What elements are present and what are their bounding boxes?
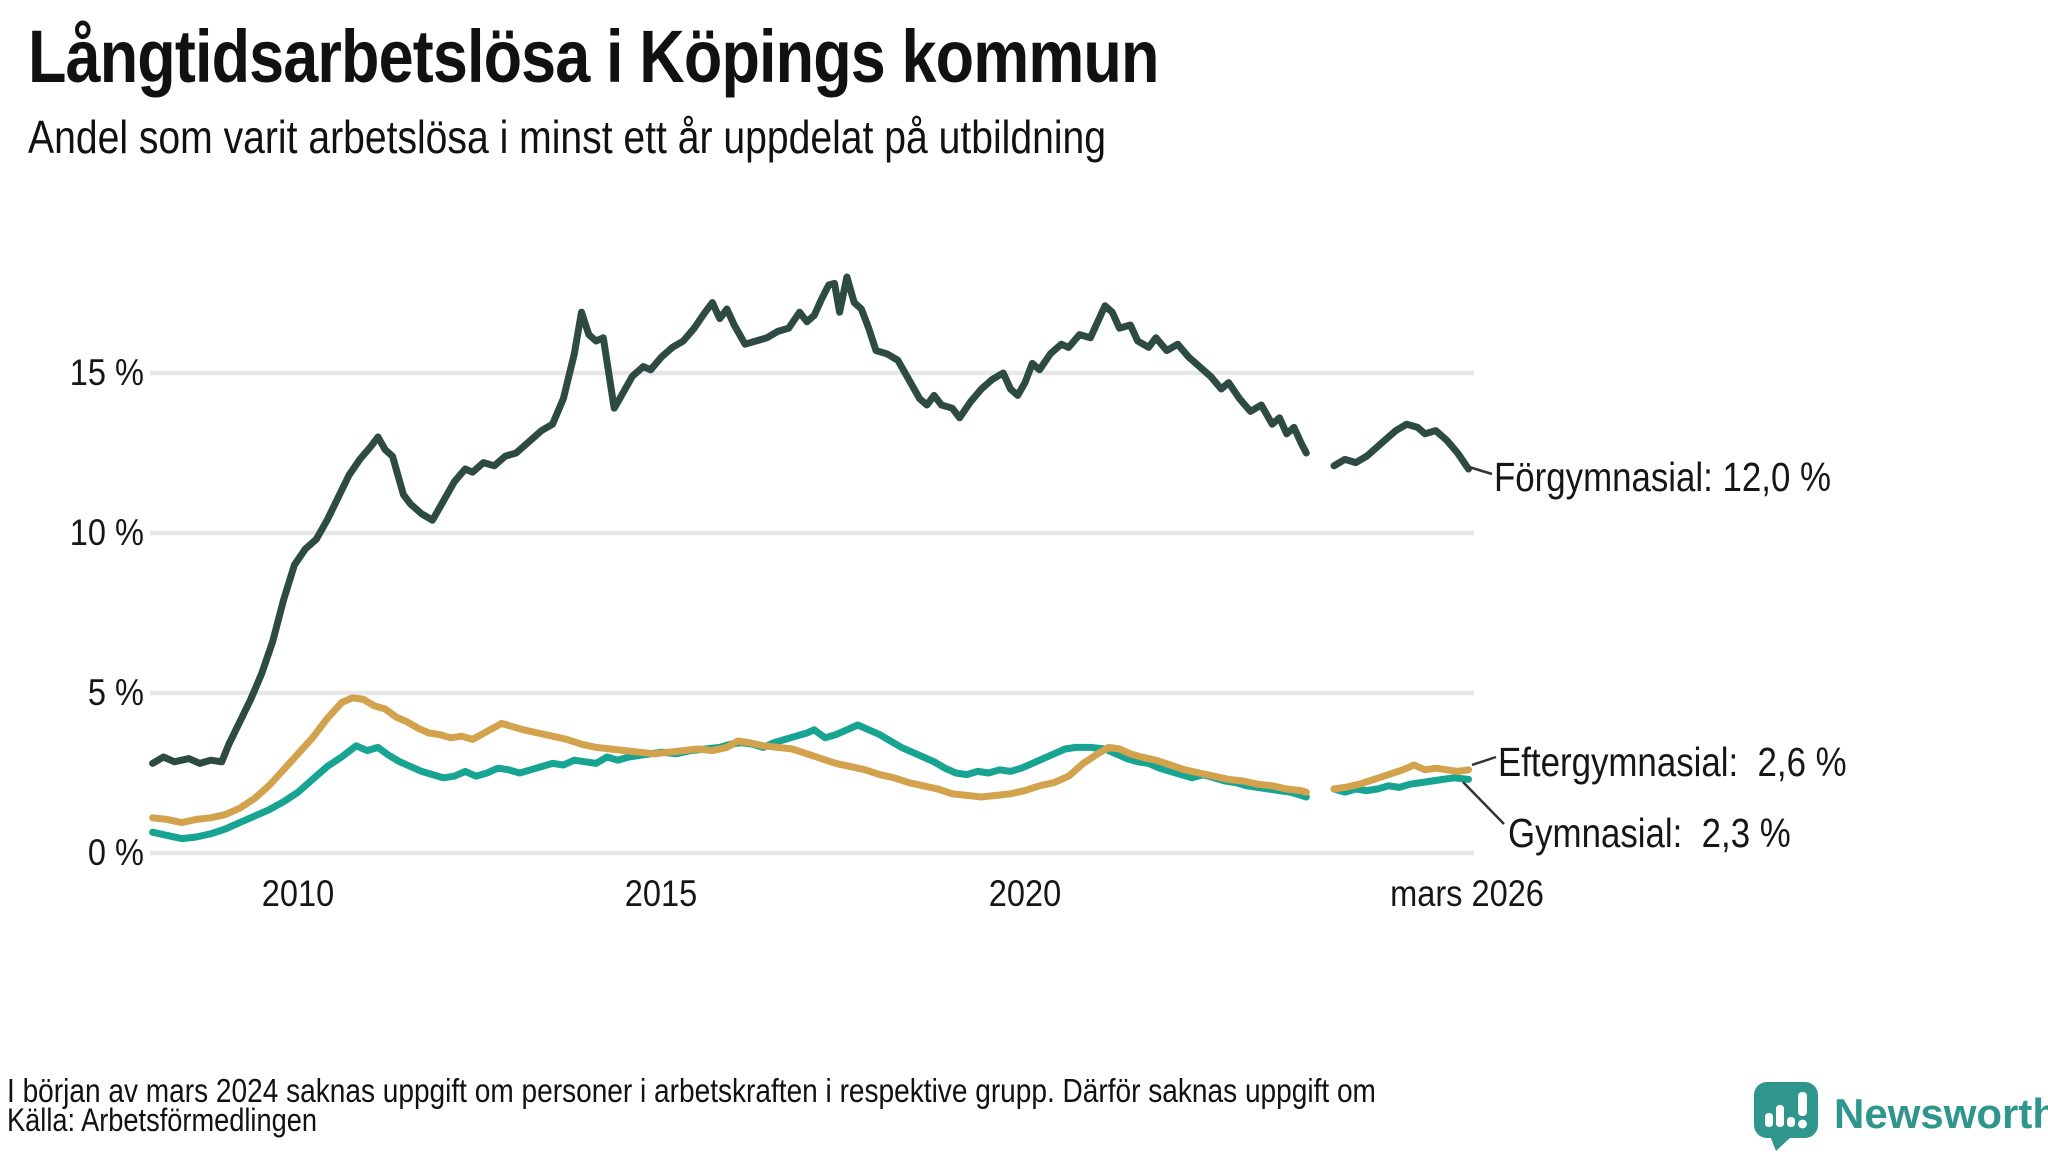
page-subtitle: Andel som varit arbetslösa i minst ett å… bbox=[28, 111, 1107, 163]
line-eftergymnasial-segment-2 bbox=[1330, 761, 1472, 793]
newsworthy-logo-icon bbox=[1754, 1082, 1818, 1151]
x-axis-tick-2015: 2015 bbox=[624, 873, 698, 914]
source-attribution: Källa: Arbetsförmedlingen bbox=[7, 1102, 317, 1138]
y-axis-tick-5: 5 % bbox=[87, 672, 144, 713]
series-lines bbox=[149, 273, 1472, 843]
line-förgymnasial-segment-1 bbox=[149, 273, 1310, 767]
series-end-label-gymnasial: Gymnasial: 2,3 % bbox=[1508, 810, 1791, 856]
label-connector-lines bbox=[1462, 465, 1505, 825]
series-end-label-forgymnasial: Förgymnasial: 12,0 % bbox=[1494, 454, 1832, 500]
newsworthy-logo-text: Newsworthy bbox=[1834, 1090, 2048, 1137]
y-axis-tick-0: 0 % bbox=[87, 832, 144, 873]
connector-eftergymnasial bbox=[1471, 755, 1497, 767]
x-axis-tick-mars-2026: mars 2026 bbox=[1390, 873, 1544, 914]
line-eftergymnasial-segment-1 bbox=[149, 694, 1310, 827]
series-end-label-eftergymnasial: Eftergymnasial: 2,6 % bbox=[1498, 739, 1847, 785]
footnote-line-1: I början av mars 2024 saknas uppgift om … bbox=[7, 1072, 1376, 1109]
connector-forgymnasial bbox=[1468, 465, 1493, 476]
x-axis-tick-2020: 2020 bbox=[988, 873, 1062, 914]
x-axis-tick-2010: 2010 bbox=[261, 873, 335, 914]
gridlines bbox=[150, 370, 1474, 856]
page-title: Långtidsarbetslösa i Köpings kommun bbox=[28, 15, 1159, 98]
line-gymnasial-segment-2 bbox=[1330, 774, 1472, 796]
y-axis-tick-10: 10 % bbox=[69, 512, 144, 553]
footnote: I början av mars 2024 saknas uppgift om … bbox=[7, 986, 1376, 1152]
connector-gymnasial bbox=[1462, 781, 1505, 825]
line-förgymnasial-segment-2 bbox=[1330, 420, 1472, 473]
y-axis-tick-15: 15 % bbox=[69, 352, 144, 393]
